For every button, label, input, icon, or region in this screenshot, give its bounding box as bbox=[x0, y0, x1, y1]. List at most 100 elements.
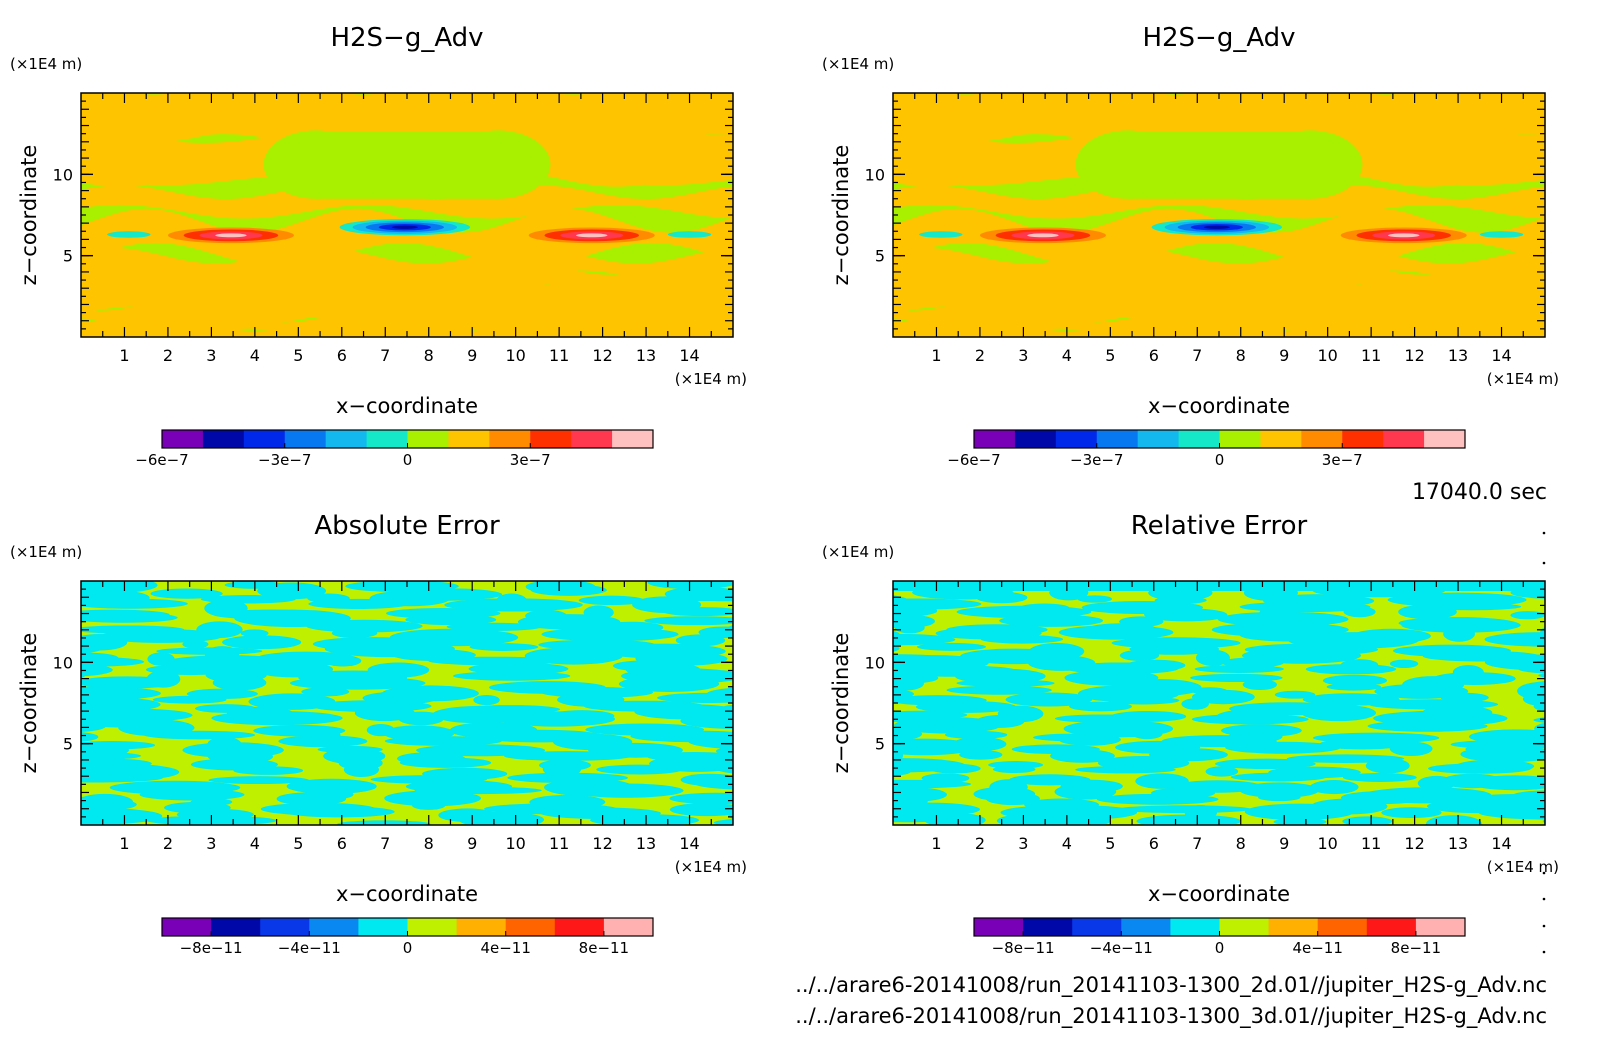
contour-band bbox=[367, 662, 430, 678]
y-axis-label: z−coordinate bbox=[17, 633, 41, 774]
x-tick-label: 6 bbox=[337, 346, 347, 365]
contour-band bbox=[524, 647, 623, 665]
colorbar-swatch bbox=[407, 918, 458, 936]
dot bbox=[1542, 531, 1546, 535]
x-tick-label: 14 bbox=[679, 346, 699, 365]
contour-band bbox=[893, 787, 947, 803]
contour-band bbox=[204, 599, 248, 617]
contour-band bbox=[81, 185, 733, 219]
contour-band bbox=[715, 745, 733, 757]
contour-band bbox=[382, 725, 455, 741]
colorbar-tick-label: 0 bbox=[403, 939, 413, 957]
x-tick-label: 8 bbox=[1236, 346, 1246, 365]
colorbar-swatch bbox=[1096, 430, 1139, 448]
x-axis-label: x−coordinate bbox=[1148, 394, 1290, 418]
contour-band bbox=[469, 643, 539, 651]
contour-band bbox=[706, 687, 733, 700]
contour-band bbox=[381, 685, 479, 702]
contour-band bbox=[893, 710, 968, 720]
colorbar-swatch bbox=[162, 430, 204, 448]
contour-band bbox=[893, 595, 909, 608]
contour-band bbox=[830, 817, 879, 825]
contour-band bbox=[1342, 816, 1393, 825]
negative-extremum bbox=[107, 231, 151, 238]
contour-band bbox=[81, 663, 113, 677]
contour-band bbox=[893, 313, 1545, 337]
contour-band bbox=[20, 790, 77, 799]
contour-band bbox=[544, 778, 635, 797]
contour-band bbox=[1387, 592, 1527, 608]
contour-band bbox=[1313, 732, 1440, 744]
colorbar-swatch bbox=[974, 918, 1024, 936]
contour-band bbox=[664, 586, 733, 602]
contour-band bbox=[1542, 819, 1545, 824]
contour-band bbox=[473, 694, 500, 706]
file-path-2: ../../arare6-20141008/run_20141103-1300_… bbox=[795, 1004, 1547, 1029]
y-axis-label: z−coordinate bbox=[17, 145, 41, 286]
x-tick-label: 12 bbox=[592, 346, 612, 365]
contour-band bbox=[81, 758, 152, 769]
x-unit-label: (×1E4 m) bbox=[675, 858, 747, 876]
positive-extremum bbox=[215, 233, 247, 238]
contour-field bbox=[830, 581, 1545, 825]
x-tick-label: 7 bbox=[380, 346, 390, 365]
x-tick-label: 7 bbox=[1192, 346, 1202, 365]
colorbar-swatch bbox=[448, 430, 490, 448]
dot bbox=[1542, 871, 1546, 875]
x-tick-label: 14 bbox=[1491, 346, 1511, 365]
colorbar-tick-label: 0 bbox=[403, 451, 413, 469]
contour-band bbox=[81, 109, 733, 152]
contour-band bbox=[1484, 632, 1545, 647]
contour-band bbox=[893, 633, 956, 646]
contour-band bbox=[182, 742, 284, 758]
colorbar-swatch bbox=[407, 430, 449, 448]
contour-band bbox=[1469, 729, 1545, 744]
x-tick-label: 4 bbox=[1062, 346, 1072, 365]
contour-band bbox=[1286, 754, 1405, 763]
x-tick-label: 4 bbox=[1062, 834, 1072, 853]
contour-band bbox=[893, 257, 1545, 300]
x-tick-label: 11 bbox=[549, 834, 569, 853]
file-path-1: ../../arare6-20141008/run_20141103-1300_… bbox=[795, 973, 1547, 998]
contour-band bbox=[1116, 805, 1252, 814]
contour-band bbox=[1063, 720, 1174, 738]
contour-band bbox=[81, 673, 85, 678]
contour-band bbox=[946, 685, 1052, 695]
chart-panel-1: H2S−g_Adv(×1E4 m)1 2 3 4 5 6 7 8 9 10 11 12 13 14510(… bbox=[10, 23, 747, 469]
colorbar-swatch bbox=[325, 430, 368, 448]
side-dots bbox=[1542, 531, 1546, 954]
contour-band bbox=[893, 185, 1545, 219]
contour-band bbox=[727, 808, 733, 820]
contour-band bbox=[538, 639, 656, 651]
colorbar: −8e−11 −4e−11 0 4e−11 8e−11 bbox=[161, 917, 654, 957]
contour-band bbox=[81, 686, 161, 701]
panel-title: H2S−g_Adv bbox=[1142, 23, 1295, 53]
x-tick-label: 5 bbox=[293, 346, 303, 365]
contour-band bbox=[1322, 674, 1388, 687]
contour-band bbox=[1211, 622, 1349, 637]
contour-band bbox=[81, 793, 134, 811]
x-tick-label: 7 bbox=[1192, 834, 1202, 853]
x-tick-label: 3 bbox=[206, 346, 216, 365]
x-axis-label: x−coordinate bbox=[1148, 882, 1290, 906]
contour-band bbox=[345, 581, 459, 593]
contour-band bbox=[337, 820, 431, 825]
x-tick-label: 10 bbox=[1317, 346, 1337, 365]
y-tick-label: 10 bbox=[53, 653, 73, 672]
x-tick-label: 2 bbox=[163, 346, 173, 365]
positive-extremum bbox=[1027, 233, 1059, 238]
x-tick-label: 8 bbox=[424, 834, 434, 853]
contour-band bbox=[81, 257, 733, 300]
x-tick-label: 5 bbox=[1105, 346, 1115, 365]
contour-band bbox=[1172, 780, 1263, 793]
contour-band bbox=[1538, 673, 1545, 678]
contour-band bbox=[1125, 659, 1186, 671]
contour-band bbox=[81, 581, 158, 594]
x-tick-label: 5 bbox=[293, 834, 303, 853]
contour-band bbox=[488, 681, 606, 694]
colorbar-swatch bbox=[1342, 430, 1384, 448]
y-tick-label: 5 bbox=[875, 735, 885, 754]
contour-band bbox=[893, 598, 982, 610]
contour-band bbox=[416, 744, 546, 757]
contour-band bbox=[1029, 643, 1085, 660]
